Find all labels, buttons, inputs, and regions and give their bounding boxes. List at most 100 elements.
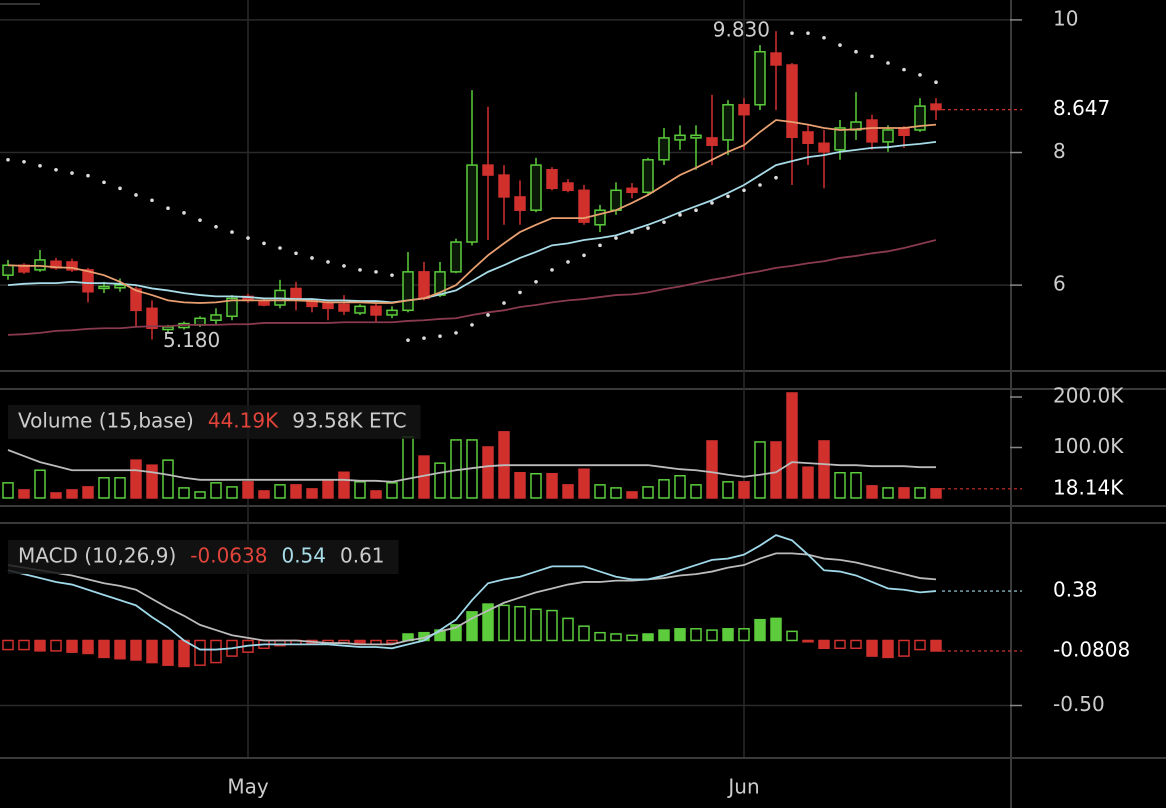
sar-dot: [726, 194, 730, 199]
sar-dot: [262, 241, 266, 246]
legend-background: [8, 540, 399, 574]
low-label: 5.180: [163, 328, 220, 352]
sar-dot: [182, 211, 186, 215]
candle-body: [194, 317, 206, 326]
bar: [514, 605, 526, 642]
bar: [866, 639, 878, 657]
legend-entry: 44.19K: [208, 409, 279, 433]
sar-dot: [70, 171, 74, 175]
sar-dot: [886, 61, 890, 65]
sar-dot: [326, 260, 330, 264]
sar-dot: [582, 253, 586, 258]
bar: [434, 462, 446, 499]
bar: [930, 488, 942, 499]
bar: [162, 639, 174, 666]
sar-dot: [454, 331, 458, 335]
indicator-line: [7, 141, 937, 304]
bar: [834, 639, 846, 650]
candle-body: [210, 314, 222, 322]
sar-dot: [102, 180, 106, 185]
bar: [210, 482, 222, 499]
bar: [130, 639, 142, 661]
last-value-label: 0.38: [1053, 578, 1098, 602]
candle-body: [146, 307, 158, 329]
y-tick-label: 6: [1053, 272, 1066, 296]
sar-dot: [502, 301, 506, 305]
candle-body: [466, 164, 478, 243]
indicator-line: [7, 119, 937, 304]
legend-entry: -0.0638: [190, 544, 267, 568]
bar: [546, 473, 558, 499]
y-tick-label: 8: [1053, 139, 1066, 163]
candle-body: [370, 305, 382, 316]
candle-body: [914, 105, 926, 131]
bar: [802, 639, 814, 643]
bar: [690, 628, 702, 642]
sar-dot: [774, 175, 778, 180]
candle-body: [386, 309, 398, 316]
bar: [578, 625, 590, 642]
bar: [18, 489, 30, 499]
bar: [226, 486, 238, 499]
bar: [386, 639, 398, 644]
y-tick-label: -0.50: [1053, 692, 1105, 716]
marks-layer: [2, 31, 942, 668]
bar: [530, 473, 542, 499]
sar-dot: [838, 43, 842, 47]
bar: [866, 485, 878, 499]
sar-dot: [230, 230, 234, 234]
bar: [722, 481, 734, 499]
sar-dot: [390, 273, 394, 277]
sar-dot: [166, 206, 170, 211]
bar: [594, 484, 606, 499]
sar-dot: [534, 280, 538, 284]
sar-dot: [294, 251, 298, 256]
sar-dot: [854, 49, 858, 54]
candle-body: [322, 302, 334, 310]
bar: [642, 486, 654, 499]
bar: [338, 471, 350, 499]
bar: [210, 639, 222, 664]
candle-body: [34, 259, 46, 271]
bar: [386, 482, 398, 499]
bar: [2, 482, 14, 499]
bar: [50, 492, 62, 499]
last-value-label: 8.647: [1053, 96, 1110, 120]
sar-dot: [374, 270, 378, 274]
legend-background: [8, 405, 421, 439]
bar: [786, 630, 798, 642]
sar-dot: [934, 80, 938, 85]
bar: [98, 639, 110, 659]
sar-dot: [342, 264, 346, 268]
candle-body: [898, 127, 910, 137]
sar-dot: [214, 224, 218, 229]
candle-body: [754, 50, 766, 106]
indicator-line: [7, 449, 936, 483]
bar: [530, 608, 542, 642]
sar-dot: [134, 193, 138, 197]
bar: [178, 487, 190, 499]
bar: [914, 639, 926, 651]
bar: [818, 639, 830, 650]
bar: [706, 440, 718, 499]
bar: [754, 441, 766, 499]
indicator-line: [7, 534, 937, 651]
sar-dot: [902, 67, 906, 72]
sar-dot: [694, 208, 698, 212]
bar: [738, 628, 750, 642]
bar: [322, 479, 334, 499]
bar: [626, 634, 638, 642]
bar: [82, 486, 94, 499]
bar: [50, 639, 62, 652]
sar-dot: [22, 159, 26, 164]
bar: [898, 639, 910, 657]
bar: [178, 639, 190, 668]
candle-body: [482, 164, 494, 176]
bar: [98, 477, 110, 499]
bar: [82, 639, 94, 655]
candle-body: [818, 142, 830, 153]
bar: [482, 446, 494, 499]
bar: [834, 471, 846, 499]
sar-dot: [38, 163, 42, 168]
